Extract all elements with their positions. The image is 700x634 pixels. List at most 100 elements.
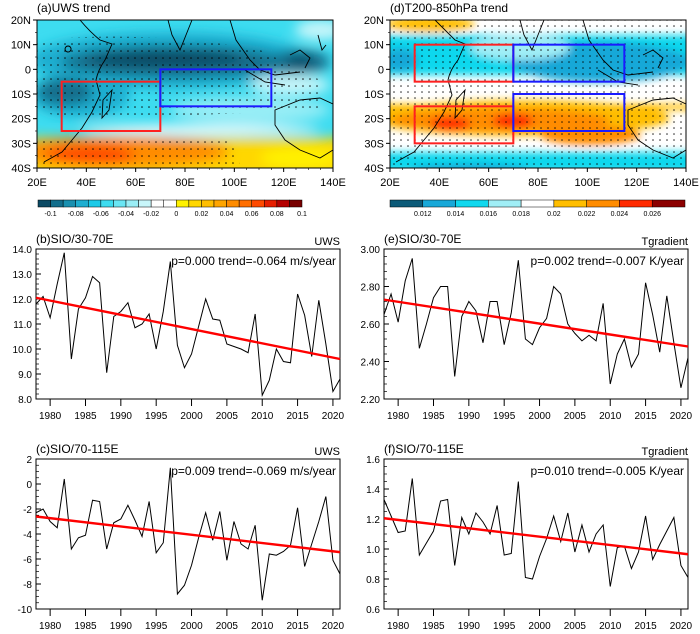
panel-title: (c)SIO/70-115E xyxy=(36,442,118,456)
region-box xyxy=(512,43,626,83)
colorbar-label: -0.04 xyxy=(118,211,134,218)
x-tick-label: 2010 xyxy=(251,411,274,422)
y-tick-label: 1.6 xyxy=(366,455,380,466)
x-tick-label: 1980 xyxy=(387,411,410,422)
y-tick-label: -6 xyxy=(23,555,32,566)
colorbar-label: 0.08 xyxy=(270,211,284,218)
y-tick-label: 0.8 xyxy=(366,575,380,586)
x-tick-label: 2015 xyxy=(634,621,657,632)
colorbar-swatch xyxy=(201,199,215,208)
x-tick-label: 1985 xyxy=(422,411,445,422)
x-tick-label: 2015 xyxy=(286,411,309,422)
colorbar-swatch xyxy=(188,199,202,208)
x-tick-label: 20E xyxy=(27,177,47,189)
timeseries-panel-f: (f)SIO/70-115E Tgradient p=0.010 trend=-0.… xyxy=(366,442,692,632)
colorbar: -0.1 -0.08 -0.06 -0.04 -0.02 0 0.02 0.04 0.06 0.0… xyxy=(37,199,307,218)
panel-variable-label: Tgradient xyxy=(642,236,688,248)
x-tick-label: 1995 xyxy=(493,621,516,632)
timeseries-panel-b: (b)SIO/30-70E UWS p=0.000 trend=-0.064 m/s… xyxy=(13,232,345,422)
y-tick-label: 2.60 xyxy=(361,320,381,331)
colorbar-swatch xyxy=(150,199,164,208)
colorbar-label: 0.014 xyxy=(447,211,465,218)
colorbar-swatch xyxy=(586,199,620,208)
colorbar-swatch xyxy=(226,199,240,208)
colorbar-label: 0.026 xyxy=(643,211,661,218)
colorbar-label: 0.02 xyxy=(547,211,561,218)
colorbar-label: 0.06 xyxy=(245,211,259,218)
colorbar-swatch xyxy=(251,199,265,208)
x-tick-label: 2015 xyxy=(286,621,309,632)
y-tick-label: 12.0 xyxy=(13,295,33,306)
colorbar-label: 0.012 xyxy=(414,211,432,218)
x-tick-label: 1980 xyxy=(387,621,410,632)
coastlines xyxy=(43,20,333,163)
x-tick-label: 120E xyxy=(271,177,297,189)
y-tick-label: 20S xyxy=(11,114,31,126)
colorbar-swatch xyxy=(88,199,102,208)
colorbar-swatch xyxy=(163,199,177,208)
x-tick-label: 2005 xyxy=(216,411,239,422)
map-panel-t200-850-trend: (d)T200-850hPa trend xyxy=(364,1,699,218)
x-tick-label: 1990 xyxy=(458,621,481,632)
x-tick-label: 2010 xyxy=(251,621,274,632)
x-tick-label: 2005 xyxy=(216,621,239,632)
colorbar-label: -0.02 xyxy=(143,211,159,218)
stats-annotation: p=0.002 trend=-0.007 K/year xyxy=(531,254,684,268)
x-tick-label: 1990 xyxy=(110,411,133,422)
colorbar-swatch xyxy=(651,199,686,208)
colorbar-label: 0.02 xyxy=(195,211,209,218)
x-tick-label: 2005 xyxy=(564,411,587,422)
map-field xyxy=(390,20,686,168)
x-tick-label: 2000 xyxy=(528,411,551,422)
region-boxes xyxy=(413,43,626,145)
colorbar-swatch xyxy=(100,199,114,208)
x-tick-label: 2010 xyxy=(599,621,622,632)
map-axes: 20E 40E 60E 80E 100E 120E 140E 20N 10N 0 10S 20S 30S… xyxy=(364,15,699,189)
colorbar-swatch xyxy=(455,199,489,208)
x-tick-label: 60E xyxy=(479,177,499,189)
trend-line xyxy=(35,296,341,361)
x-tick-label: 100E xyxy=(221,177,247,189)
x-tick-label: 80E xyxy=(175,177,195,189)
y-tick-label: 10.0 xyxy=(13,345,33,356)
colorbar-swatch xyxy=(488,199,522,208)
series-line xyxy=(383,478,689,587)
colorbar-swatch xyxy=(125,199,139,208)
x-tick-label: 2000 xyxy=(528,621,551,632)
x-tick-label: 140E xyxy=(673,177,699,189)
colorbar-swatch xyxy=(138,199,152,208)
y-tick-label: 14.0 xyxy=(13,245,33,256)
y-tick-label: 40S xyxy=(364,163,384,175)
colorbar-label: 0.022 xyxy=(578,211,596,218)
x-tick-label: 140E xyxy=(320,177,346,189)
stats-annotation: p=0.009 trend=-0.069 m/s/year xyxy=(171,464,336,478)
colorbar-swatch xyxy=(422,199,456,208)
panel-variable-label: UWS xyxy=(314,236,340,248)
x-tick-label: 1985 xyxy=(74,411,97,422)
colorbar-swatch xyxy=(238,199,252,208)
colorbar-label: 0.024 xyxy=(611,211,629,218)
trend-line xyxy=(35,515,341,554)
colorbar-label: 0.1 xyxy=(297,211,307,218)
colorbar: 0.012 0.014 0.016 0.018 0.02 0.022 0.024 0.026 xyxy=(389,199,686,218)
colorbar-label: 0.018 xyxy=(512,211,530,218)
map-field xyxy=(37,20,333,168)
x-tick-label: 100E xyxy=(574,177,600,189)
colorbar-swatch xyxy=(75,199,89,208)
map-panel-uws-trend: (a)UWS trend xyxy=(11,1,346,218)
y-tick-label: 8.0 xyxy=(18,395,32,406)
y-tick-label: -10 xyxy=(18,605,33,616)
x-tick-label: 120E xyxy=(624,177,650,189)
colorbar-swatch xyxy=(113,199,127,208)
y-tick-label: 20N xyxy=(11,15,31,27)
colorbar-label: -0.1 xyxy=(45,211,57,218)
y-tick-label: -8 xyxy=(23,580,32,591)
x-tick-label: 2020 xyxy=(322,621,345,632)
timeseries-panel-e: (e)SIO/30-70E Tgradient p=0.002 trend=-0.0… xyxy=(361,232,693,422)
x-tick-label: 1985 xyxy=(74,621,97,632)
y-tick-label: 10N xyxy=(364,40,384,52)
colorbar-swatch xyxy=(213,199,227,208)
y-tick-label: 0 xyxy=(26,480,32,491)
y-tick-label: 0.6 xyxy=(366,605,380,616)
